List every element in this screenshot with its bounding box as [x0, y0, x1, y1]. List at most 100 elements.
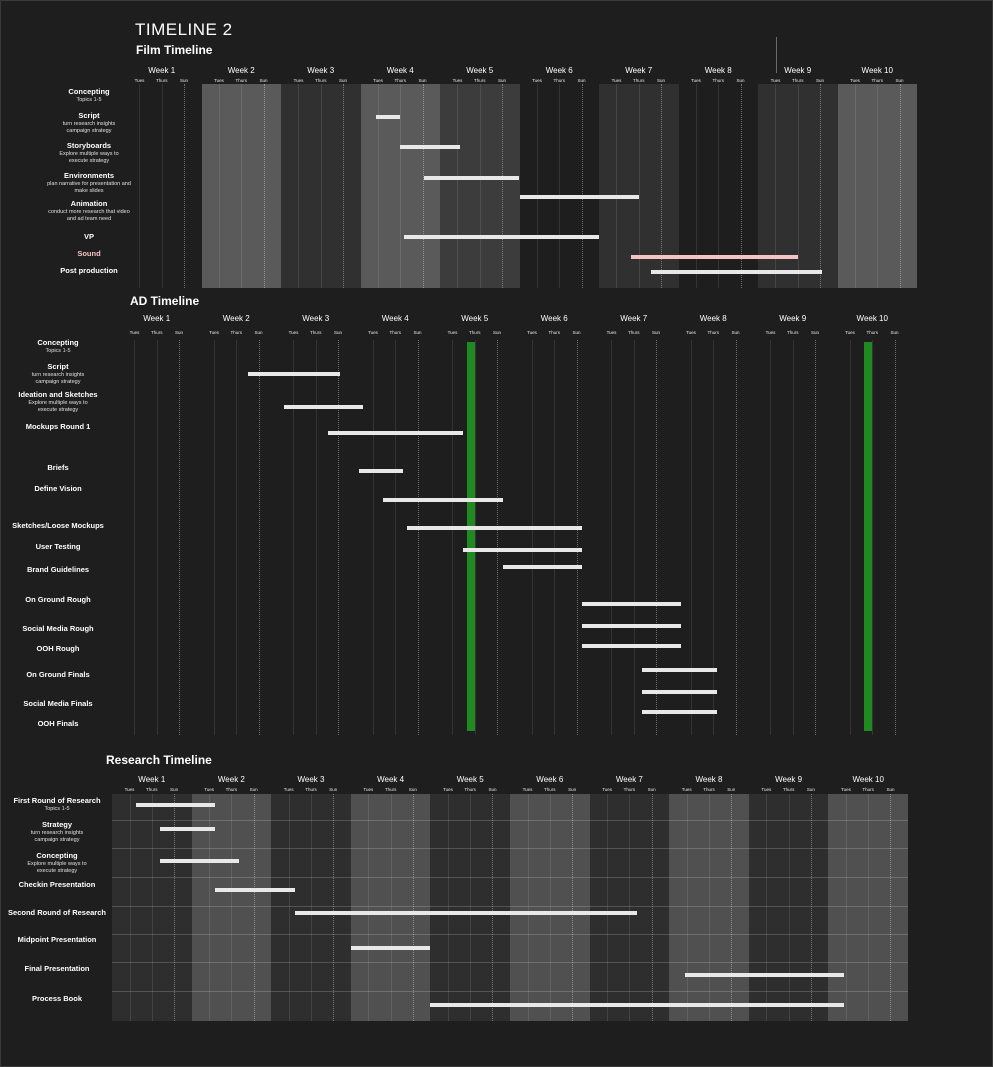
day-tick-label: Sun [249, 787, 258, 792]
week-label: Week 3 [307, 66, 335, 75]
week-label: Week 1 [138, 775, 166, 784]
day-tick-label: Thurs [384, 787, 397, 792]
day-tick-label: Tues [611, 78, 622, 83]
day-tick-label: Thurs [627, 330, 640, 335]
day-tick-label: Tues [606, 330, 617, 335]
day-gridline [139, 84, 141, 288]
task-label: Mockups Round 1 [25, 422, 91, 431]
task-bar [502, 565, 583, 569]
day-tick-label: Sun [254, 330, 263, 335]
day-tick-label: Tues [845, 330, 855, 335]
task-label: Social Media Finals [23, 699, 93, 708]
day-gridline [792, 340, 794, 735]
week-label: Week 5 [461, 314, 489, 323]
day-gridline [241, 84, 243, 288]
day-tick-label: Sun [568, 787, 577, 792]
day-gridline [607, 794, 609, 1021]
week-shade [589, 794, 670, 1021]
week-shade [271, 794, 351, 1021]
task-bar [462, 548, 583, 552]
week-label: Week 7 [615, 775, 643, 784]
day-tick-label: Tues [447, 330, 458, 335]
day-gridline [849, 340, 851, 735]
day-gridline [820, 84, 821, 288]
day-tick-label: Thurs [155, 78, 168, 83]
week-label: Week 1 [143, 314, 171, 323]
task-bar [248, 372, 340, 376]
day-tick-label: Tues [850, 78, 860, 83]
day-tick-label: Sun [727, 787, 736, 792]
day-tick-label: Tues [686, 330, 696, 335]
task-label: Environments [63, 171, 114, 180]
day-tick-label: Tues [770, 78, 781, 83]
day-tick-label: Thurs [632, 78, 645, 83]
week-shade [669, 794, 749, 1021]
day-gridline [368, 794, 370, 1021]
page-title: TIMELINE 2 [135, 20, 233, 39]
day-tick-label: Tues [283, 787, 294, 792]
day-gridline [709, 794, 710, 1021]
day-tick-label: Thurs [866, 330, 878, 335]
day-tick-label: Sun [810, 330, 819, 335]
research-timeline-title: Research Timeline [106, 753, 212, 767]
day-gridline [877, 84, 879, 288]
day-gridline [320, 84, 322, 288]
day-gridline [311, 794, 312, 1021]
task-bar [283, 405, 364, 409]
day-tick-label: Thurs [150, 330, 163, 335]
day-gridline [527, 794, 529, 1021]
day-gridline [572, 794, 574, 1021]
day-gridline [770, 340, 772, 735]
day-gridline [656, 340, 657, 735]
task-label: OOH Finals [37, 719, 79, 728]
week-shade [828, 794, 908, 1021]
day-tick-label: Tues [761, 787, 772, 792]
task-label: Post production [60, 266, 118, 275]
day-tick-label: Sun [577, 78, 586, 83]
day-tick-label: Sun [492, 330, 501, 335]
day-tick-label: Tues [602, 787, 613, 792]
task-detail: Explore multiple ways to execute strateg… [59, 151, 119, 164]
task-label: Sound [77, 249, 101, 258]
row-gridline [112, 848, 908, 849]
task-bar [383, 498, 503, 502]
task-label: Concepting [37, 338, 79, 347]
day-gridline [899, 84, 901, 288]
day-tick-label: Thurs [235, 78, 247, 83]
day-gridline [581, 84, 583, 288]
day-tick-label: Tues [204, 787, 215, 792]
task-bar [519, 195, 639, 199]
day-tick-label: Thurs [623, 787, 636, 792]
task-detail: Topics 1-5 [45, 348, 71, 354]
task-label: Animation [70, 199, 108, 208]
ad-timeline-title: AD Timeline [130, 294, 200, 308]
day-gridline [213, 340, 215, 735]
day-tick-label: Sun [886, 787, 895, 792]
task-label: On Ground Rough [25, 595, 91, 604]
day-gridline [766, 794, 768, 1021]
day-tick-label: Sun [806, 787, 815, 792]
day-tick-label: Sun [488, 787, 497, 792]
day-gridline [343, 84, 344, 288]
week-label: Week 2 [227, 66, 255, 75]
task-bar [582, 624, 682, 628]
day-gridline [253, 794, 255, 1021]
day-gridline [686, 794, 688, 1021]
day-gridline [531, 340, 533, 735]
week-shade [360, 84, 440, 288]
task-bar [630, 255, 798, 259]
day-tick-label: Tues [368, 330, 378, 335]
day-gridline [470, 794, 472, 1021]
task-label: VP [83, 232, 94, 241]
day-gridline [695, 84, 697, 288]
task-label: Brand Guidelines [26, 565, 90, 574]
day-tick-label: Thurs [146, 787, 158, 792]
day-gridline [502, 84, 503, 288]
week-label: Week 1 [148, 66, 176, 75]
day-gridline [845, 794, 847, 1021]
day-tick-label: Tues [532, 78, 542, 83]
task-label: Strategy [41, 820, 72, 829]
task-detail: Topics 1-5 [44, 806, 70, 812]
day-gridline [629, 794, 631, 1021]
task-bar [582, 644, 682, 648]
